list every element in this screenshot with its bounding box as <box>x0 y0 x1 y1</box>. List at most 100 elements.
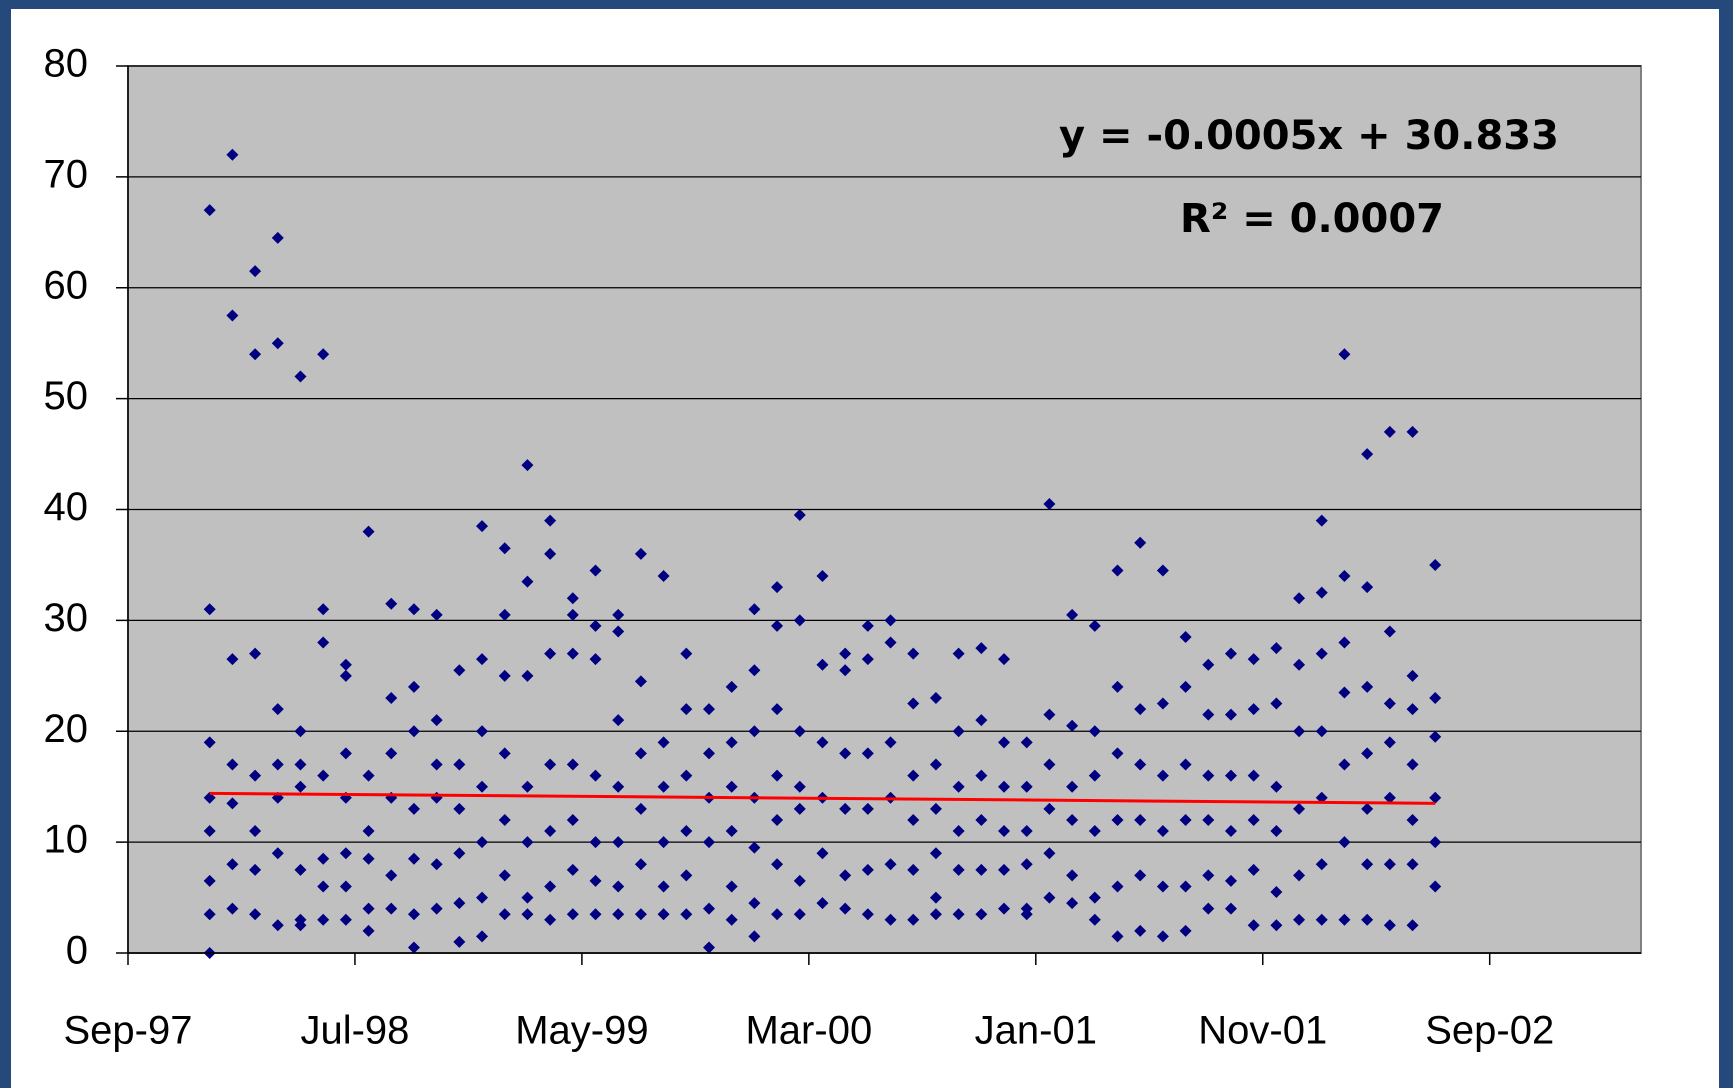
point <box>725 736 738 749</box>
point <box>680 869 693 882</box>
point <box>1088 619 1101 632</box>
point <box>1293 913 1306 926</box>
point <box>385 691 398 704</box>
point <box>498 908 511 921</box>
point <box>1202 769 1215 782</box>
point <box>839 902 852 915</box>
point <box>521 459 534 472</box>
point <box>294 863 307 876</box>
point <box>1134 869 1147 882</box>
point <box>1270 697 1283 710</box>
point <box>1338 913 1351 926</box>
point <box>203 736 216 749</box>
point <box>1179 924 1192 937</box>
point <box>317 769 330 782</box>
point <box>317 913 330 926</box>
point <box>657 736 670 749</box>
point <box>317 880 330 893</box>
point <box>271 919 284 932</box>
point <box>748 897 761 910</box>
point <box>1088 769 1101 782</box>
point <box>1134 703 1147 716</box>
point <box>1020 780 1033 793</box>
point <box>816 570 829 583</box>
point <box>907 813 920 826</box>
point <box>884 858 897 871</box>
point <box>1088 891 1101 904</box>
point <box>203 908 216 921</box>
point <box>1224 902 1237 915</box>
y-tick-label: 20 <box>44 707 89 751</box>
point <box>816 658 829 671</box>
point <box>1088 913 1101 926</box>
point <box>476 930 489 943</box>
point <box>1111 813 1124 826</box>
point <box>634 747 647 760</box>
point <box>385 869 398 882</box>
point <box>1429 691 1442 704</box>
point <box>1134 924 1147 937</box>
point <box>294 370 307 383</box>
point <box>521 575 534 588</box>
point <box>203 874 216 887</box>
point <box>1111 747 1124 760</box>
point <box>339 669 352 682</box>
point <box>1247 813 1260 826</box>
point <box>725 913 738 926</box>
point <box>589 564 602 577</box>
point <box>771 769 784 782</box>
y-tick-label: 10 <box>44 818 89 862</box>
point <box>476 725 489 738</box>
point <box>1429 558 1442 571</box>
point <box>1247 919 1260 932</box>
point <box>884 614 897 627</box>
y-tick-label: 70 <box>44 152 89 196</box>
point <box>1270 825 1283 838</box>
point <box>1156 697 1169 710</box>
point <box>566 863 579 876</box>
point <box>1020 825 1033 838</box>
point <box>1202 658 1215 671</box>
point <box>294 758 307 771</box>
point <box>748 603 761 616</box>
point <box>1406 758 1419 771</box>
point <box>998 902 1011 915</box>
point <box>634 675 647 688</box>
point <box>634 547 647 560</box>
point <box>1020 908 1033 921</box>
point <box>294 919 307 932</box>
point <box>1338 348 1351 361</box>
point <box>612 608 625 621</box>
point <box>1020 858 1033 871</box>
point <box>612 908 625 921</box>
point <box>975 813 988 826</box>
point <box>1293 802 1306 815</box>
point <box>1406 858 1419 871</box>
point <box>317 636 330 649</box>
point <box>544 758 557 771</box>
point <box>1429 836 1442 849</box>
point <box>634 802 647 815</box>
point <box>1202 708 1215 721</box>
point <box>544 547 557 560</box>
point <box>203 825 216 838</box>
point <box>544 913 557 926</box>
point <box>861 908 874 921</box>
point <box>339 847 352 860</box>
point <box>1361 680 1374 693</box>
point <box>1043 847 1056 860</box>
point <box>453 847 466 860</box>
point <box>1066 869 1079 882</box>
point <box>861 863 874 876</box>
point <box>1293 592 1306 605</box>
point <box>1066 897 1079 910</box>
point <box>226 858 239 871</box>
point <box>385 597 398 610</box>
point <box>521 908 534 921</box>
point <box>589 769 602 782</box>
point <box>1270 919 1283 932</box>
point <box>294 780 307 793</box>
point <box>407 603 420 616</box>
point <box>1406 919 1419 932</box>
